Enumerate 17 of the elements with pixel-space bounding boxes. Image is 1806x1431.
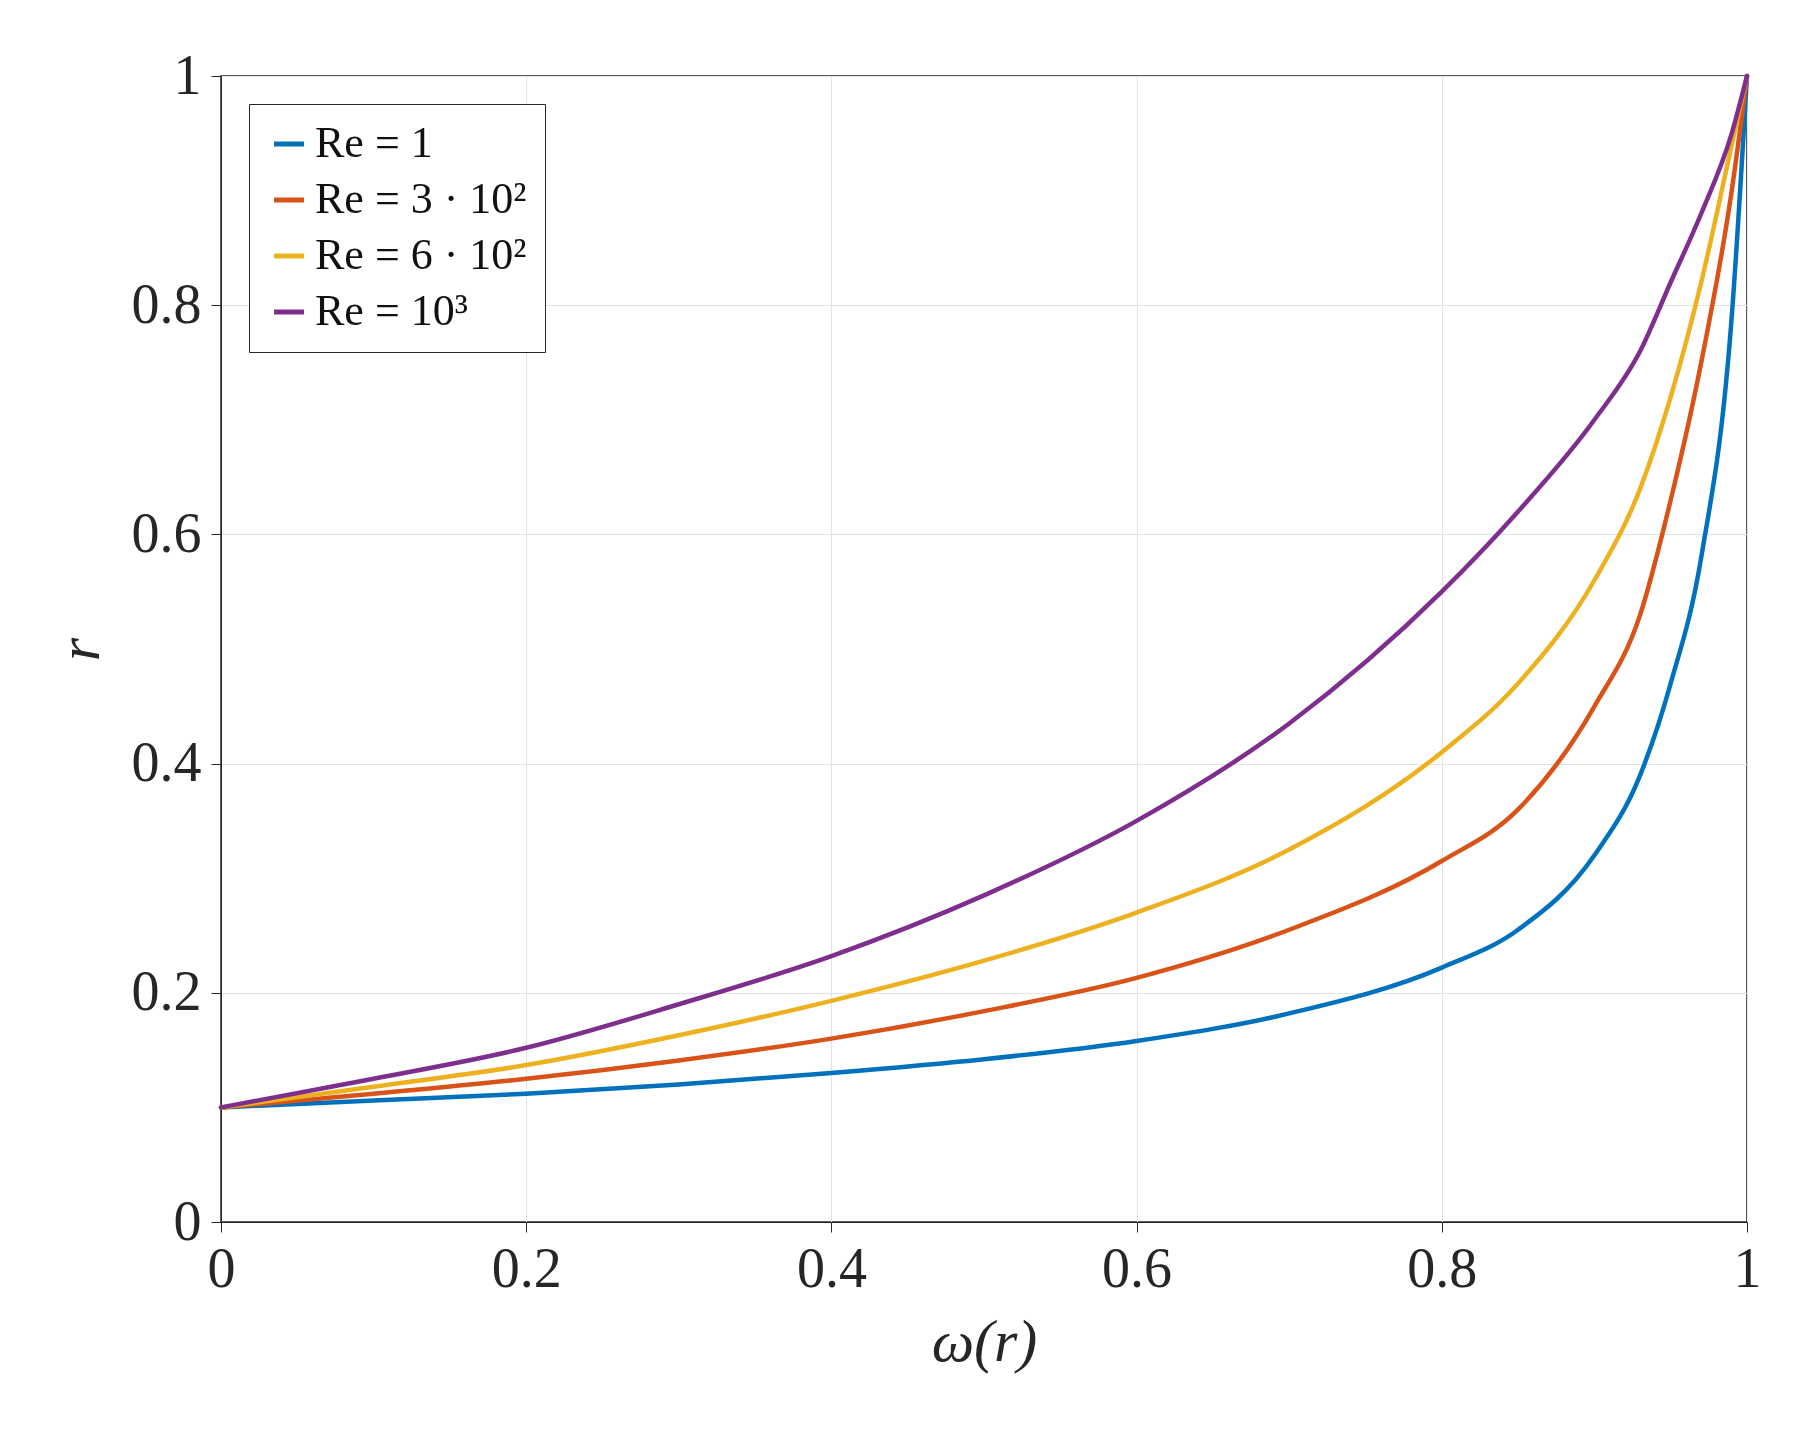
x-tick-label: 0.2	[491, 1236, 562, 1299]
y-tick-label: 0.6	[131, 501, 202, 564]
y-tick-label: 0.8	[131, 272, 202, 335]
y-tick-label: 0.4	[131, 731, 202, 794]
x-tick-label: 0.8	[1407, 1236, 1478, 1299]
x-tick-label: 0.4	[796, 1236, 867, 1299]
legend-label: Re = 3 · 10²	[315, 174, 527, 223]
x-axis-title: ω(r)	[931, 1307, 1038, 1374]
legend-label: Re = 1	[315, 118, 433, 167]
y-tick-label: 1	[173, 43, 202, 106]
y-tick-label: 0.2	[131, 960, 202, 1023]
y-axis-title: r	[45, 637, 112, 662]
x-tick-label: 0.6	[1102, 1236, 1173, 1299]
legend-label: Re = 10³	[315, 286, 468, 335]
x-tick-label: 1	[1733, 1236, 1762, 1299]
y-tick-label: 0	[173, 1189, 202, 1252]
legend-label: Re = 6 · 10²	[315, 230, 527, 279]
